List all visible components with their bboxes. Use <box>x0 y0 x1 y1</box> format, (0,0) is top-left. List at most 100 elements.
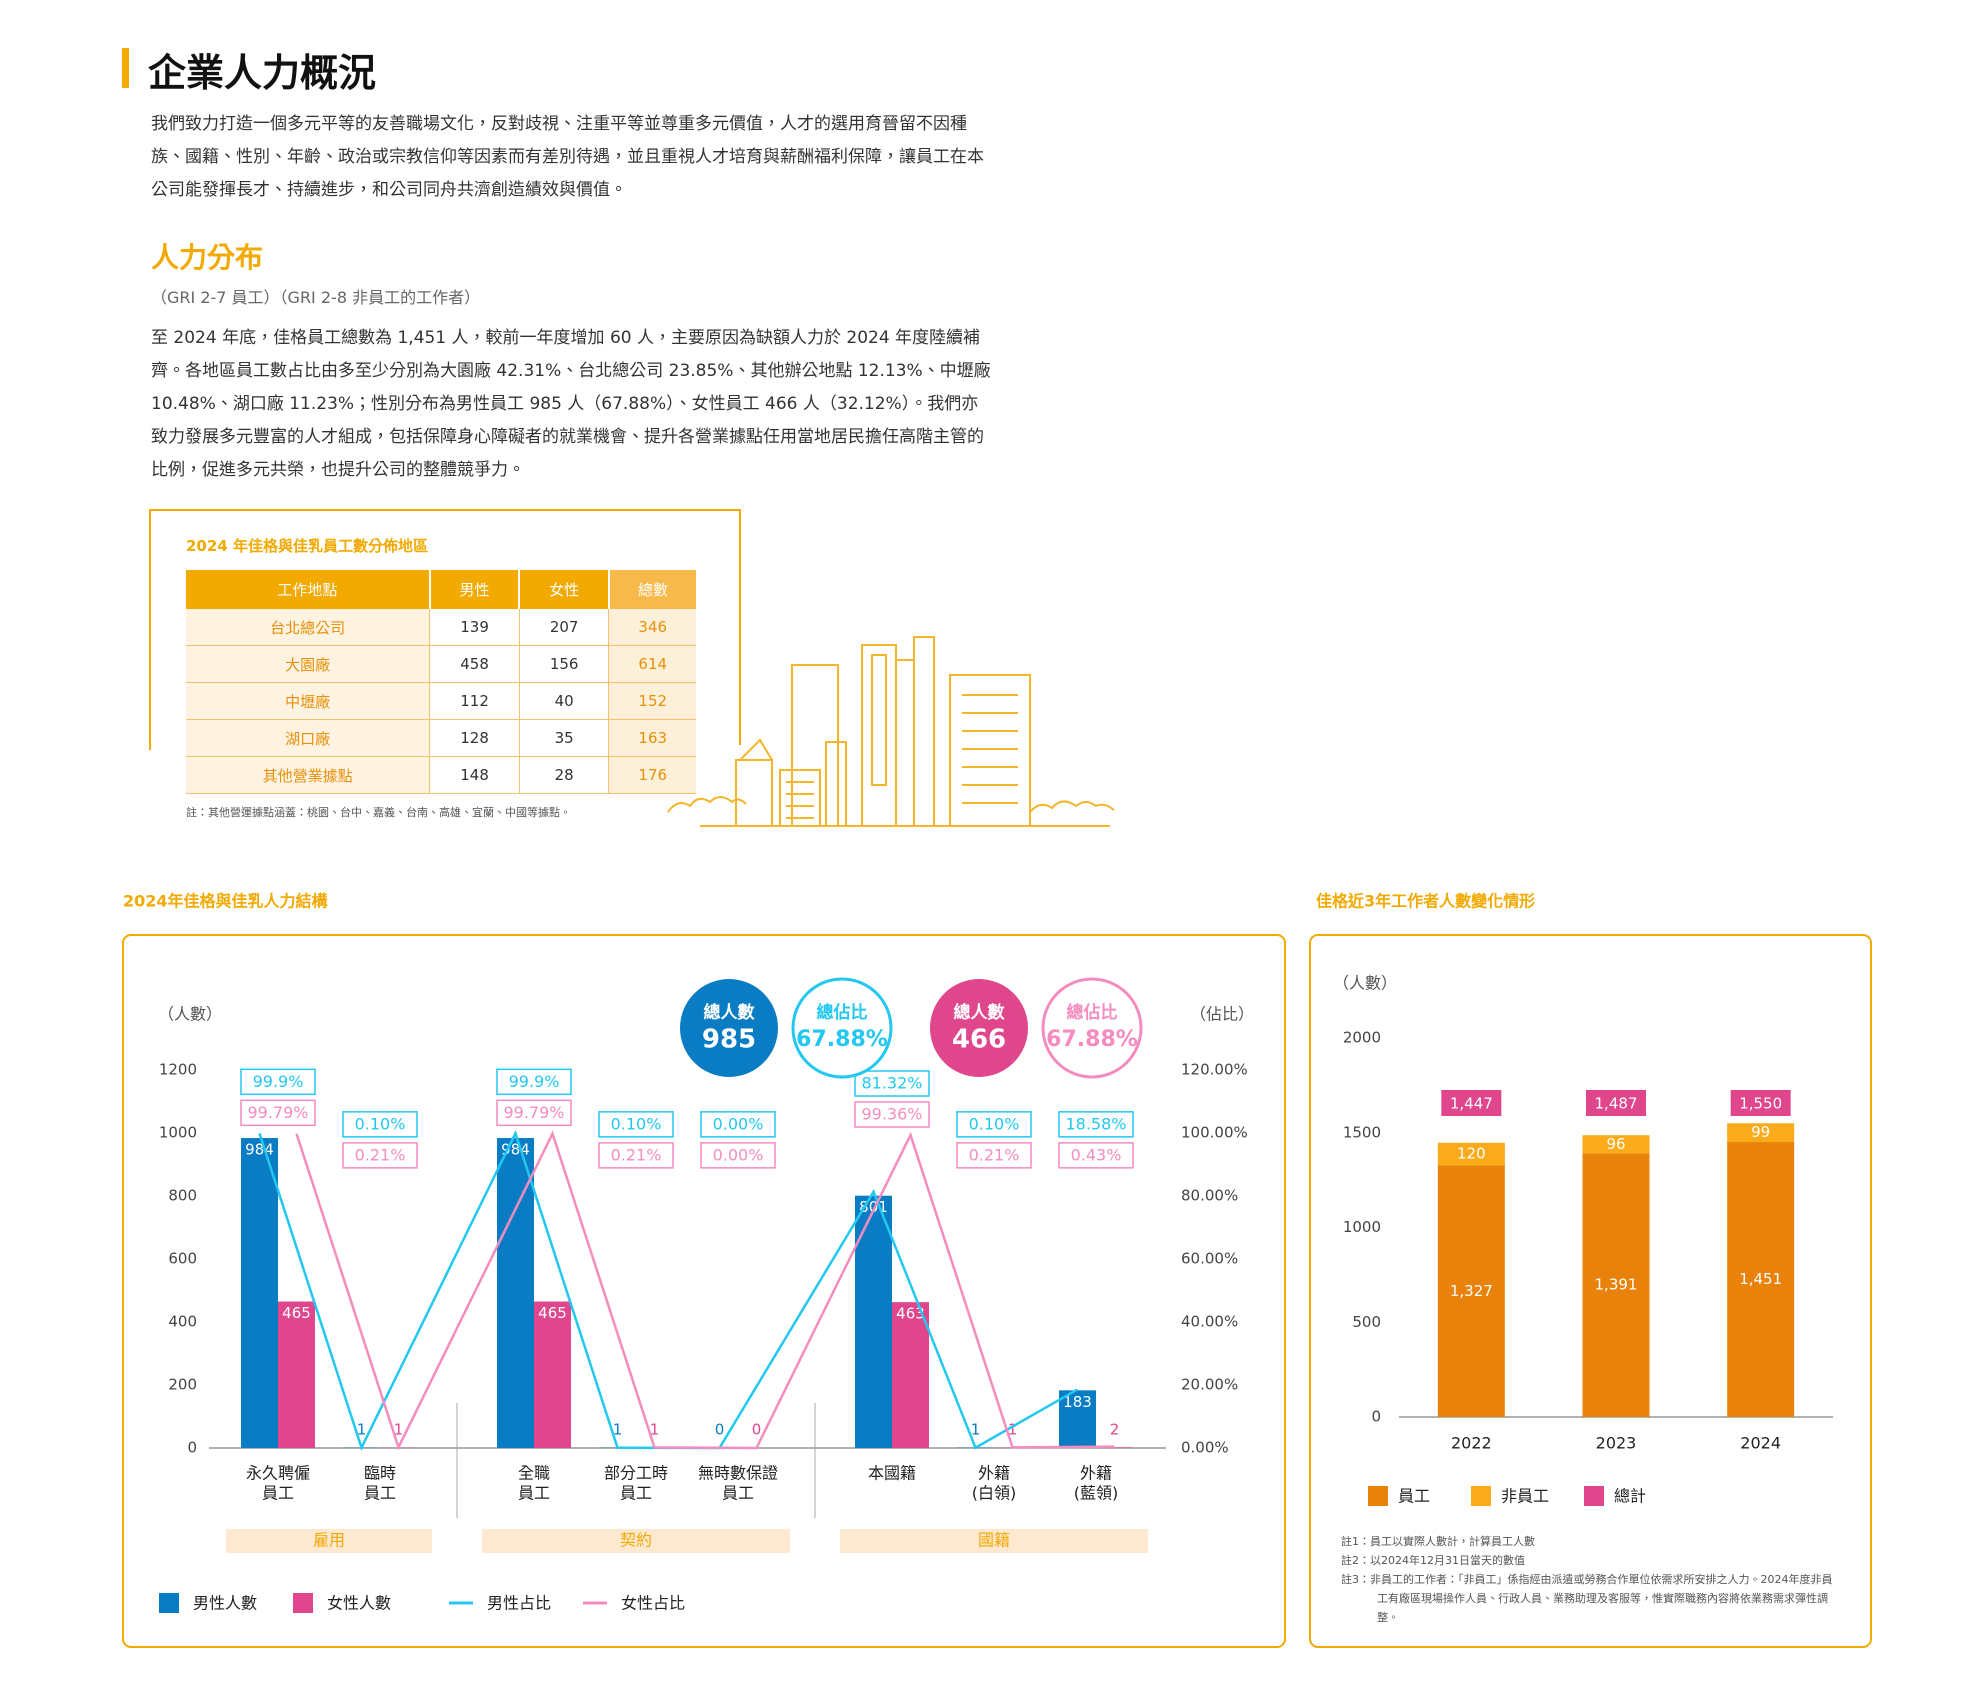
segment-label: 1,451 <box>1739 1270 1782 1288</box>
badge-label: 總佔比 <box>1067 1002 1118 1023</box>
x-tick-label: 臨時 <box>364 1464 396 1483</box>
column-header: 總數 <box>608 570 696 609</box>
badge-label: 總人數 <box>704 1002 756 1023</box>
y-tick-label: 500 <box>1352 1313 1381 1331</box>
table-cell: 35 <box>519 719 610 757</box>
legend-label: 女性占比 <box>621 1594 685 1613</box>
percent-label-box <box>496 1099 572 1127</box>
x-tick-label: 2024 <box>1740 1434 1781 1453</box>
percent-label-box <box>598 1142 674 1169</box>
percent-label-box <box>854 1101 930 1128</box>
table-header: 工作地點 男性 女性 總數 <box>186 570 696 609</box>
badge-circle <box>930 979 1028 1077</box>
chart-notes: 註1：員工以實際人數計，計算員工人數 註2：以2024年12月31日當天的數值 註3… <box>1341 1532 1841 1627</box>
y-axis-label: （人數） <box>1333 974 1397 993</box>
chart-frame <box>122 934 1286 1648</box>
bar-segment <box>1437 1142 1505 1166</box>
column-header: 男性 <box>429 570 521 609</box>
y-tick-label: 600 <box>168 1250 197 1268</box>
y-tick-label: 1500 <box>1343 1123 1381 1141</box>
y2-tick-label: 100.00% <box>1181 1124 1248 1142</box>
table-cell: 大園廠 <box>186 645 431 683</box>
chart-note: 註1：員工以實際人數計，計算員工人數 <box>1341 1535 1535 1548</box>
gri-reference: （GRI 2-7 員工）（GRI 2-8 非員工的工作者） <box>151 288 481 307</box>
percent-label-box <box>496 1068 572 1096</box>
percent-label: 0.10% <box>355 1114 406 1133</box>
percent-label-box <box>956 1111 1032 1138</box>
y-tick-label: 0 <box>1371 1408 1381 1426</box>
percent-label: 0.43% <box>1071 1145 1122 1164</box>
bar-value-label: 1 <box>613 1421 623 1439</box>
bar <box>278 1301 315 1448</box>
percent-label: 0.21% <box>969 1145 1020 1164</box>
segment-label: 1,327 <box>1450 1282 1493 1300</box>
percent-label: 0.21% <box>611 1145 662 1164</box>
percent-label: 99.9% <box>253 1072 304 1091</box>
percent-label-box <box>1058 1111 1134 1138</box>
y-tick-label: 1000 <box>159 1124 197 1142</box>
chart-title: 2024年佳格與佳乳人力結構 <box>123 892 328 911</box>
percent-label-box <box>854 1070 930 1097</box>
bar-value-label: 183 <box>1063 1393 1092 1411</box>
percent-label: 0.10% <box>611 1114 662 1133</box>
table-row: 台北總公司 139 207 346 <box>186 609 696 646</box>
structure-chart: 2024年佳格與佳乳人力結構 （人數） （佔比） 020040060080010… <box>122 892 1286 1648</box>
x-tick-label: 員工 <box>620 1484 652 1503</box>
y-axis-label: （人數） <box>158 1005 222 1024</box>
bar-value-label: 465 <box>538 1304 567 1322</box>
percent-label-box <box>342 1142 418 1169</box>
x-tick-label: 外籍 <box>1080 1464 1112 1483</box>
bar-value-label: 2 <box>1110 1421 1120 1439</box>
table-cell: 28 <box>519 756 610 794</box>
x-tick-label: 部分工時 <box>604 1464 668 1483</box>
percent-label-box <box>956 1142 1032 1169</box>
segment-label: 96 <box>1606 1135 1625 1153</box>
x-tick-label: 2022 <box>1451 1434 1492 1453</box>
percent-label: 0.00% <box>713 1145 764 1164</box>
bar <box>855 1195 892 1448</box>
table-row: 中壢廠 112 40 152 <box>186 682 696 720</box>
total-label-box <box>1586 1090 1646 1116</box>
badge-circle <box>791 977 893 1079</box>
table-note: 註：其他營運據點涵蓋：桃園、台中、嘉義、台南、高雄、宜蘭、中國等據點。 <box>186 806 571 819</box>
group-label-box <box>840 1529 1148 1553</box>
total-label-box <box>1730 1090 1791 1116</box>
table-cell: 中壢廠 <box>186 682 431 720</box>
badge-circle <box>680 979 778 1077</box>
percent-label-box <box>598 1111 674 1138</box>
table-cell: 152 <box>608 682 696 720</box>
bar-segment <box>1727 1123 1795 1143</box>
percent-label: 0.10% <box>969 1114 1020 1133</box>
bar-segment <box>1582 1153 1650 1417</box>
segment-label: 99 <box>1751 1123 1770 1141</box>
table-frame <box>149 509 1115 827</box>
badge-value: 67.88% <box>796 1027 888 1052</box>
group-label: 國籍 <box>978 1531 1010 1550</box>
bar <box>497 1138 534 1448</box>
bar <box>534 1301 571 1448</box>
total-label: 1,550 <box>1739 1095 1782 1113</box>
line-series <box>295 1130 1115 1451</box>
group-label: 契約 <box>620 1531 652 1550</box>
x-tick-label: 外籍 <box>978 1464 1010 1483</box>
table-cell: 207 <box>519 609 610 646</box>
title-accent <box>122 48 129 88</box>
legend-swatch <box>159 1593 179 1613</box>
legend-swatch <box>1584 1486 1604 1506</box>
x-tick-label: 員工 <box>364 1484 396 1503</box>
badge-circle <box>1041 977 1143 1079</box>
percent-label: 99.36% <box>861 1105 922 1124</box>
percent-label: 99.79% <box>503 1103 564 1122</box>
table-cell: 128 <box>429 719 520 757</box>
bar <box>892 1302 929 1448</box>
table-cell: 其他營業據點 <box>186 756 431 794</box>
city-illustration <box>667 636 1115 827</box>
badge-value: 67.88% <box>1046 1027 1138 1052</box>
table-cell: 176 <box>608 756 696 794</box>
bar <box>241 1138 278 1448</box>
x-tick-label: 全職 <box>518 1464 550 1483</box>
group-label: 雇用 <box>313 1531 345 1550</box>
section-title: 人力分布 <box>151 241 264 274</box>
bar <box>1059 1390 1096 1448</box>
